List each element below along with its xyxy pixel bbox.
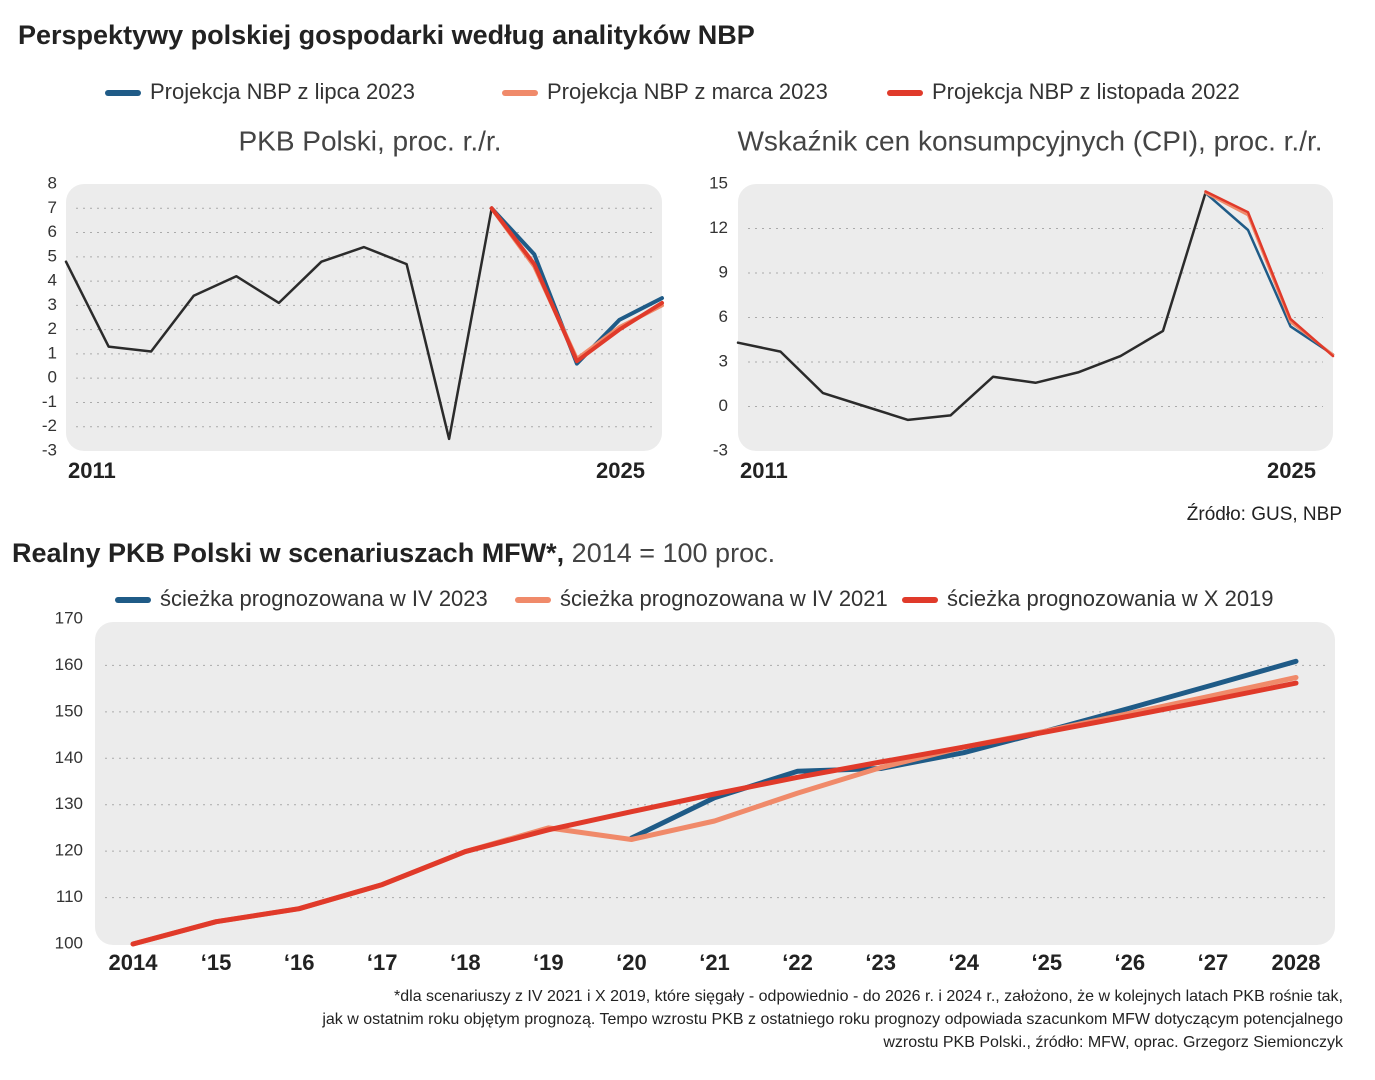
x-tick-label: ‘24 [948,950,979,975]
x-tick-label: 2025 [1267,458,1316,483]
y-tick-label: 140 [55,748,83,767]
x-tick-label: ‘21 [699,950,730,975]
legend-label: ścieżka prognozowana w IV 2021 [560,586,888,611]
legend-label: ścieżka prognozowania w X 2019 [947,586,1274,611]
chart-title: Wskaźnik cen konsumpcyjnych (CPI), proc.… [737,125,1322,156]
x-tick-label: 2011 [740,458,788,483]
y-tick-label: 8 [48,173,57,192]
footnote: jak w ostatnim roku objętym prognozą. Te… [321,1011,1343,1028]
x-tick-label: 2025 [596,458,645,483]
y-tick-label: 9 [719,262,728,281]
y-tick-label: 2 [48,319,57,338]
y-tick-label: 150 [55,701,83,720]
series-line [489,206,664,364]
chart-title: Realny PKB Polski w scenariuszach MFW*, … [12,538,775,568]
y-tick-label: 5 [48,246,57,265]
series-line [1204,190,1335,358]
x-tick-label: ‘26 [1115,950,1146,975]
x-tick-label: 2028 [1272,950,1321,975]
y-tick-label: -2 [42,416,57,435]
x-tick-label: ‘19 [533,950,564,975]
y-tick-label: 0 [719,396,728,415]
legend-label: Projekcja NBP z listopada 2022 [932,79,1240,104]
y-tick-label: 1 [48,343,57,362]
y-tick-label: 0 [48,368,57,387]
x-tick-label: 2011 [68,458,116,483]
source: Źródło: GUS, NBP [1187,504,1342,525]
x-tick-label: 2014 [109,950,159,975]
x-tick-label: ‘20 [616,950,647,975]
y-tick-label: 6 [719,307,728,326]
series-line [130,680,1299,947]
footnote: *dla scenariuszy z IV 2021 i X 2019, któ… [394,988,1343,1005]
y-tick-label: -3 [42,440,57,459]
y-tick-label: 110 [56,887,83,906]
y-tick-label: 160 [55,655,83,674]
chart-title: PKB Polski, proc. r./r. [239,125,502,156]
y-tick-label: 3 [719,351,728,370]
y-tick-label: 130 [55,794,83,813]
y-tick-label: 15 [709,173,728,192]
series-line [489,206,664,366]
series-line [1204,191,1335,356]
y-tick-label: -3 [713,440,728,459]
y-tick-label: 12 [709,218,728,237]
y-tick-label: 3 [48,295,57,314]
x-tick-label: ‘16 [284,950,315,975]
series-line [736,191,1207,422]
x-tick-label: ‘27 [1198,950,1229,975]
y-tick-label: 120 [55,841,83,860]
footnote: wzrostu PKB Polski., źródło: MFW, oprac.… [882,1034,1344,1051]
series-line [64,207,493,441]
legend-label: ścieżka prognozowana w IV 2023 [160,586,488,611]
plot-area [66,184,662,451]
x-tick-label: ‘22 [782,950,813,975]
y-tick-label: 7 [48,198,57,217]
y-tick-label: 6 [48,222,57,241]
x-tick-label: ‘17 [367,950,398,975]
x-tick-label: ‘23 [865,950,896,975]
main-title: Perspektywy polskiej gospodarki według a… [18,20,755,50]
y-tick-label: -1 [42,392,57,411]
y-tick-label: 170 [55,608,83,627]
plot-area [95,622,1335,945]
x-tick-label: ‘18 [450,950,481,975]
subtitle: 2014 = 100 proc. [564,538,775,568]
x-tick-label: ‘25 [1031,950,1062,975]
legend-label: Projekcja NBP z lipca 2023 [150,79,415,104]
title-bold: Realny PKB Polski w scenariuszach MFW*, [12,538,564,568]
legend-label: Projekcja NBP z marca 2023 [547,79,828,104]
y-tick-label: 100 [55,933,83,952]
y-tick-label: 4 [48,271,57,290]
x-tick-label: ‘15 [201,950,232,975]
